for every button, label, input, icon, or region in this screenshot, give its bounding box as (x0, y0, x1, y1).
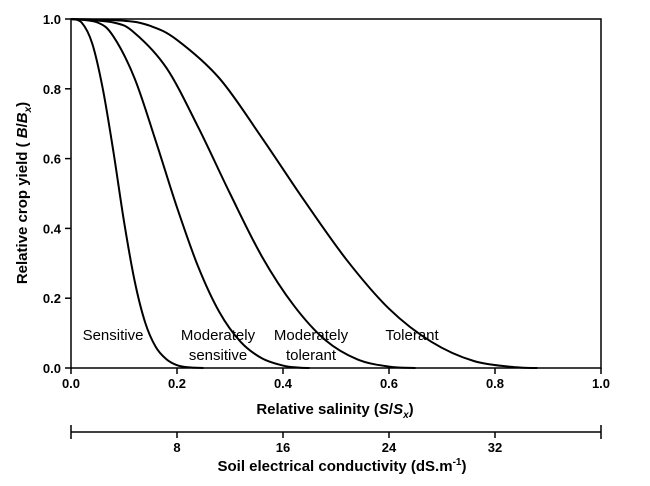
y-axis-ticks: 0.0 0.2 0.4 0.6 0.8 1.0 (43, 12, 71, 376)
x-tick-label: 0.0 (62, 376, 80, 391)
curve-labels: Sensitive Moderately sensitive Moderately to… (83, 327, 440, 364)
curve-label-sensitive: Sensitive (83, 327, 144, 344)
plot-frame (70, 18, 602, 369)
curves (70, 18, 538, 370)
secondary-axis-title: Soil electrical conductivity (dS.m-1) (218, 457, 467, 475)
secondary-axis-tick-label: 24 (382, 440, 397, 455)
x-tick-label: 1.0 (592, 376, 610, 391)
y-tick-label: 0.4 (43, 221, 62, 236)
y-tick-label: 1.0 (43, 12, 61, 27)
series-line-moderately-tolerant (70, 18, 416, 369)
y-tick-label: 0.6 (43, 152, 61, 167)
y-tick-label: 0.0 (43, 361, 61, 376)
x-axis-title: Relative salinity (S/Sx) (256, 401, 413, 421)
series-line-tolerant (70, 18, 538, 370)
secondary-axis-tick-label: 32 (488, 440, 502, 455)
x-axis-ticks: 0.0 0.2 0.4 0.6 0.8 1.0 (62, 368, 610, 391)
y-tick-label: 0.2 (43, 291, 61, 306)
curve-label-moderately-sensitive: Moderately sensitive (181, 327, 256, 364)
series-line-moderately-sensitive (70, 18, 310, 369)
secondary-axis-tick-label: 8 (173, 440, 180, 455)
series-line-sensitive (70, 18, 204, 369)
secondary-axis: 8 16 24 32 (70, 425, 602, 455)
plot-area (70, 18, 602, 369)
y-axis-title: Relative crop yield ( B/Bx) (14, 102, 34, 284)
x-tick-label: 0.8 (486, 376, 504, 391)
y-tick-label: 0.8 (43, 82, 61, 97)
x-tick-label: 0.6 (380, 376, 398, 391)
curve-label-tolerant: Tolerant (385, 327, 439, 344)
x-tick-label: 0.4 (274, 376, 293, 391)
secondary-axis-tick-label: 16 (276, 440, 290, 455)
x-tick-label: 0.2 (168, 376, 186, 391)
curve-label-moderately-tolerant: Moderately tolerant (274, 327, 349, 364)
